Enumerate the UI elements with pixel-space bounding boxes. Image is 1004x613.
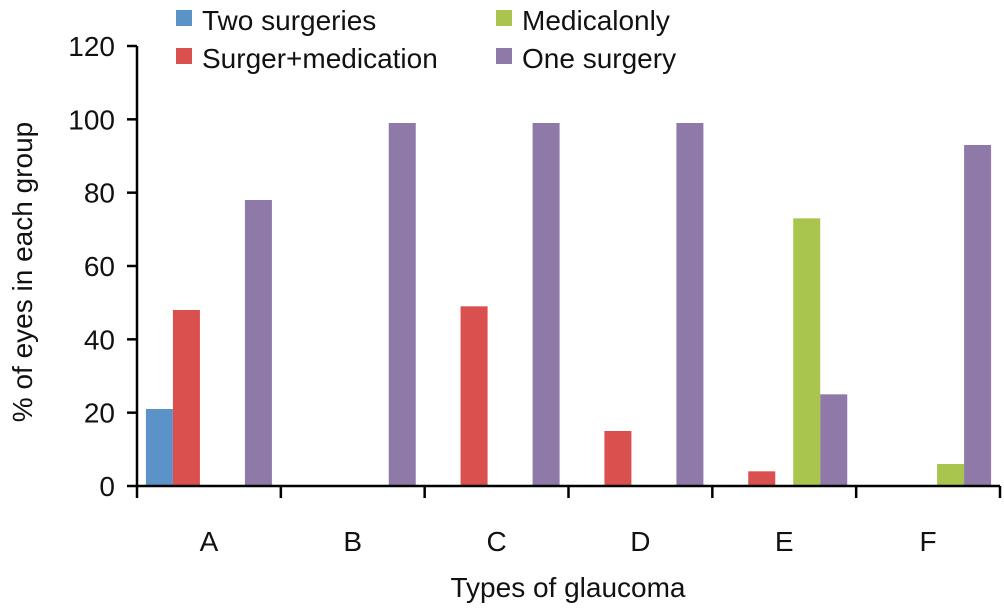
x-tick-label: C: [486, 526, 506, 557]
legend-swatch: [496, 10, 512, 26]
bar: [748, 471, 776, 486]
bar: [604, 431, 632, 486]
x-tick-label: E: [775, 526, 794, 557]
x-axis-title: Types of glaucoma: [450, 572, 685, 603]
y-tick-label: 80: [84, 178, 115, 209]
bar: [460, 306, 488, 486]
y-tick-label: 120: [68, 31, 115, 62]
y-axis-title: % of eyes in each group: [7, 122, 38, 422]
y-tick-label: 0: [99, 471, 115, 502]
x-tick-label: B: [343, 526, 362, 557]
legend-swatch: [176, 48, 192, 64]
legend-swatch: [176, 10, 192, 26]
x-tick-label: A: [200, 526, 219, 557]
legend-label: Medicalonly: [522, 5, 670, 36]
legend-label: Two surgeries: [202, 5, 376, 36]
y-ticks: 0 20 40 60 80 100 120: [68, 31, 137, 502]
bars-layer: [145, 123, 992, 487]
bar: [532, 123, 560, 486]
legend: Two surgeries Medicalonly Surger+medicatio…: [176, 5, 676, 74]
bar: [964, 145, 992, 486]
y-tick-label: 100: [68, 104, 115, 135]
x-tick-label: D: [630, 526, 650, 557]
bar: [172, 310, 200, 486]
bar: [244, 200, 272, 486]
bar: [937, 464, 965, 486]
y-tick-label: 20: [84, 398, 115, 429]
y-tick-label: 40: [84, 324, 115, 355]
bar: [793, 218, 821, 487]
y-tick-label: 60: [84, 251, 115, 282]
bar: [820, 394, 848, 486]
bar: [388, 123, 416, 486]
bar: [145, 409, 173, 486]
bar: [676, 123, 704, 486]
x-tick-label: F: [920, 526, 937, 557]
legend-swatch: [496, 48, 512, 64]
legend-label: Surger+medication: [202, 43, 438, 74]
x-ticks: A B C D E F: [135, 486, 1002, 557]
legend-label: One surgery: [522, 43, 676, 74]
